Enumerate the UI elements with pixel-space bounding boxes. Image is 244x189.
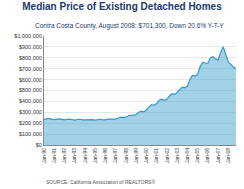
svg-text:Jan-00: Jan-00 [143, 148, 149, 164]
svg-text:Jan-05: Jan-05 [194, 148, 200, 164]
svg-text:Jan-07: Jan-07 [215, 148, 221, 164]
svg-text:Median Price of Existing Detac: Median Price of Existing Detached Homes [22, 1, 222, 12]
svg-text:$300,000: $300,000 [19, 109, 42, 115]
svg-text:Jan-04: Jan-04 [184, 148, 190, 164]
svg-text:$700,000: $700,000 [19, 66, 42, 72]
svg-text:$100,000: $100,000 [19, 131, 42, 137]
svg-text:Jan-02: Jan-02 [164, 148, 170, 164]
svg-text:$800,000: $800,000 [19, 55, 42, 61]
svg-text:Jan-06: Jan-06 [204, 148, 210, 164]
svg-text:Jan-91: Jan-91 [51, 148, 57, 164]
svg-text:Jan-08: Jan-08 [225, 148, 231, 164]
svg-text:Jan-98: Jan-98 [123, 148, 129, 164]
svg-text:Jan-99: Jan-99 [133, 148, 139, 164]
svg-text:Jan-92: Jan-92 [61, 148, 67, 164]
svg-text:Jan-94: Jan-94 [82, 148, 88, 164]
svg-text:Jan-03: Jan-03 [174, 148, 180, 164]
svg-text:$0: $0 [36, 142, 42, 148]
svg-text:Contra Costa County, August 20: Contra Costa County, August 2008: $701,3… [35, 22, 225, 30]
svg-text:SOURCE: California Association: SOURCE: California Association of REALTO… [46, 179, 155, 185]
svg-text:$1,000,000: $1,000,000 [14, 33, 42, 39]
svg-text:Jan-95: Jan-95 [92, 148, 98, 164]
svg-text:$900,000: $900,000 [19, 44, 42, 50]
svg-text:$200,000: $200,000 [19, 120, 42, 126]
svg-text:Jan-93: Jan-93 [71, 148, 77, 164]
svg-text:Jan-97: Jan-97 [112, 148, 118, 164]
svg-text:Jan-01: Jan-01 [153, 148, 159, 164]
svg-text:$400,000: $400,000 [19, 98, 42, 104]
svg-text:$600,000: $600,000 [19, 77, 42, 83]
svg-text:Jan-96: Jan-96 [102, 148, 108, 164]
svg-text:Jan-90: Jan-90 [41, 148, 47, 164]
svg-text:$500,000: $500,000 [19, 87, 42, 93]
